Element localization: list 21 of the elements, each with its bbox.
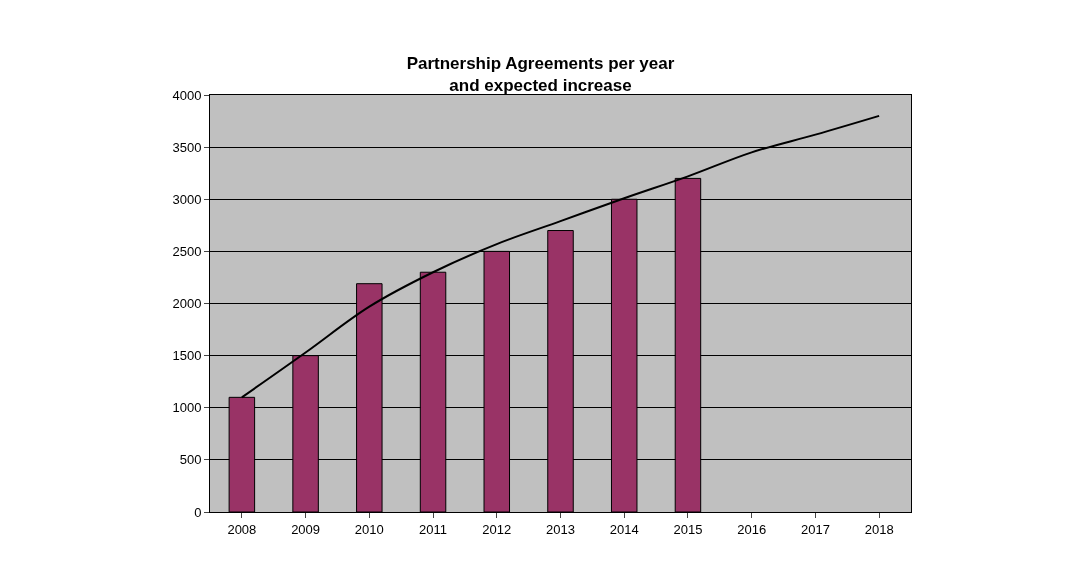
chart-title: Partnership Agreements per year and expected increase	[406, 53, 675, 95]
x-tick-label: 2015	[673, 521, 703, 537]
x-tick-label: 2017	[800, 521, 830, 537]
y-tick-label: 1500	[172, 348, 202, 364]
y-tick-label: 3500	[172, 139, 202, 155]
x-tick-label: 2008	[227, 521, 257, 537]
x-tick-label: 2014	[609, 521, 639, 537]
x-tick-label: 2013	[546, 521, 575, 537]
y-tick-label: 3000	[172, 191, 202, 207]
y-tick-label: 0	[194, 504, 202, 520]
x-tick-label: 2010	[354, 521, 384, 537]
x-tick-label: 2012	[482, 521, 512, 537]
x-tick-label: 2009	[291, 521, 321, 537]
x-tick-label: 2018	[864, 521, 894, 537]
y-tick-label: 4000	[172, 87, 202, 103]
x-tick-label: 2016	[737, 521, 767, 537]
y-tick-label: 1000	[172, 400, 202, 416]
y-tick-label: 2500	[172, 243, 202, 259]
y-tick-label: 2000	[172, 296, 202, 312]
y-tick-label: 500	[179, 452, 202, 468]
x-tick-label: 2011	[419, 521, 448, 537]
